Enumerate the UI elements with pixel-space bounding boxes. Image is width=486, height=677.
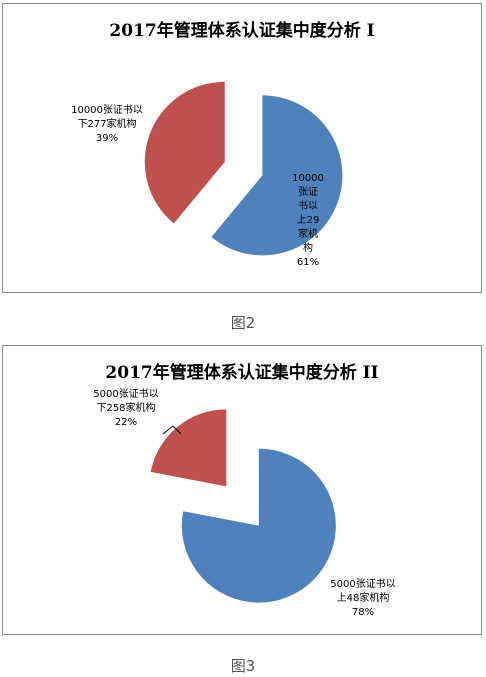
chart-title: 2017年管理体系认证集中度分析 I <box>109 21 375 41</box>
slice-label-2-1: 5000张证书以 下258家机构 22% <box>93 389 159 428</box>
pie-chart-2 <box>150 409 336 603</box>
chart-title: 2017年管理体系认证集中度分析 II <box>105 363 379 383</box>
slice-label-1-0: 10000 张证 书以 上29 家机 构 61% <box>292 173 324 268</box>
figure-caption-2: 图2 <box>230 314 256 332</box>
slice-label-1-1: 10000张证书以 下277家机构 39% <box>71 105 143 144</box>
chart-panel-2: 2017年管理体系认证集中度分析 II 5000张证书以 上48家机构 78% … <box>2 345 482 635</box>
chart-panel-1: 2017年管理体系认证集中度分析 I 10000 张证 书以 上29 家机 构 … <box>2 3 482 293</box>
slice-label-2-0: 5000张证书以 上48家机构 78% <box>330 579 396 618</box>
pie-chart-1 <box>144 81 343 256</box>
pie-slice-2-1 <box>150 409 227 487</box>
leader-line-2 <box>162 425 182 435</box>
pie-slice-2-0 <box>181 448 336 603</box>
pie-slice-1-0 <box>211 95 343 256</box>
figure-caption-3: 图3 <box>230 657 256 675</box>
pie-slice-1-1 <box>144 81 225 224</box>
